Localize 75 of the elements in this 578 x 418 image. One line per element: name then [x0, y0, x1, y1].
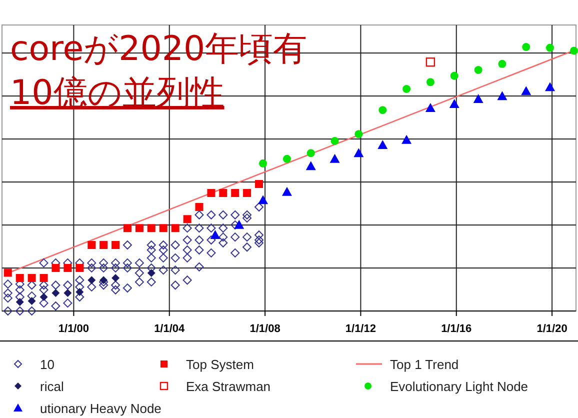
legend-label: utionary Heavy Node	[40, 401, 162, 416]
point	[306, 161, 316, 170]
point	[64, 264, 72, 272]
point	[135, 224, 144, 232]
point	[4, 268, 12, 277]
x-tick-label: 1/1/12	[345, 323, 376, 335]
point	[40, 274, 48, 282]
point	[112, 241, 120, 249]
legend-label: Exa Strawman	[186, 379, 271, 394]
point	[570, 46, 578, 55]
point	[147, 268, 156, 277]
legend-label: rical	[40, 379, 64, 394]
point	[159, 224, 168, 232]
point	[195, 202, 204, 211]
point	[28, 274, 36, 282]
point	[76, 288, 84, 296]
point	[449, 99, 460, 108]
point	[40, 293, 48, 302]
point	[330, 136, 339, 145]
point	[282, 154, 291, 163]
x-tick-label: 1/1/20	[536, 323, 568, 335]
point	[219, 188, 228, 197]
point	[147, 224, 156, 232]
point	[88, 241, 96, 249]
x-tick-label: 1/1/08	[250, 323, 280, 335]
point	[474, 66, 482, 74]
point	[231, 188, 240, 197]
point	[16, 298, 24, 306]
legend-label: Top System	[186, 357, 254, 372]
point	[258, 195, 268, 204]
point	[521, 86, 532, 96]
point	[425, 102, 436, 112]
point	[426, 78, 434, 86]
legend-label: Top 1 Trend	[390, 357, 459, 372]
point	[330, 154, 340, 163]
legend-label: 10	[40, 357, 54, 372]
point	[52, 264, 60, 272]
point	[450, 72, 458, 80]
point	[259, 159, 268, 168]
point	[171, 224, 180, 232]
point	[207, 188, 216, 197]
point	[243, 188, 252, 197]
point	[402, 84, 411, 93]
point	[76, 264, 84, 272]
point	[112, 274, 120, 282]
point	[545, 82, 556, 92]
point	[64, 289, 72, 298]
point	[354, 130, 363, 138]
point	[100, 276, 108, 284]
point	[498, 60, 506, 68]
point	[426, 57, 436, 67]
point	[378, 106, 387, 114]
point	[522, 43, 530, 51]
point	[210, 230, 220, 239]
point	[378, 140, 388, 149]
point	[402, 134, 412, 144]
point	[473, 94, 484, 104]
x-tick-label: 1/1/04	[154, 323, 186, 335]
point	[52, 289, 60, 298]
point	[183, 215, 192, 224]
legend-label: Evolutionary Light Node	[390, 379, 528, 394]
point	[88, 276, 96, 284]
point	[546, 44, 554, 52]
point	[497, 91, 508, 100]
x-tick-label: 1/1/16	[441, 323, 472, 335]
point	[100, 241, 108, 249]
point	[306, 149, 315, 158]
point	[282, 186, 292, 196]
x-tick-label: 1/1/00	[58, 323, 89, 335]
point	[255, 180, 264, 188]
point	[16, 274, 24, 282]
point	[28, 296, 36, 305]
point	[234, 220, 244, 229]
point	[123, 224, 132, 232]
point	[354, 148, 364, 158]
